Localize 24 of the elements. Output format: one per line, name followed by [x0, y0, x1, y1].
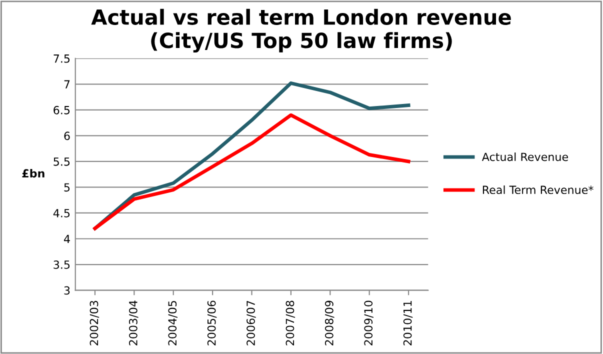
x-tick-label: 2008/09	[324, 300, 334, 346]
y-tick-label: 7	[64, 80, 70, 88]
y-tick-label: 4.5	[53, 209, 70, 218]
x-tick-label: 2006/07	[246, 300, 256, 346]
y-tick-label: 5	[64, 183, 70, 192]
x-tick-label: 2003/04	[128, 300, 138, 346]
y-tick-label: 6.5	[54, 106, 70, 114]
y-tick-label: 3	[64, 286, 70, 295]
y-tick-label: 6	[64, 132, 70, 140]
x-tick-label: 2009/10	[364, 300, 374, 346]
legend-label: Actual Revenue	[482, 152, 568, 162]
legend-label: Real Term Revenue*	[482, 185, 594, 194]
x-tick-label: 2002/03	[90, 300, 100, 346]
y-tick-label: 7.5	[54, 54, 70, 63]
chart-title: Actual vs real term London revenue (City/US Top 50 law firms)	[91, 8, 511, 53]
y-tick-label: 5.5	[54, 158, 70, 166]
x-tick-label: 2004/05	[168, 300, 178, 346]
y-axis-title: £bn	[22, 168, 44, 178]
x-tick-label: 2010/11	[403, 301, 413, 346]
y-tick-label: 4	[64, 234, 70, 243]
x-tick-label: 2007/08	[286, 300, 296, 346]
x-tick-label: 2005/06	[207, 300, 217, 346]
y-tick-label: 3.5	[54, 260, 70, 269]
line-series	[93, 113, 410, 230]
